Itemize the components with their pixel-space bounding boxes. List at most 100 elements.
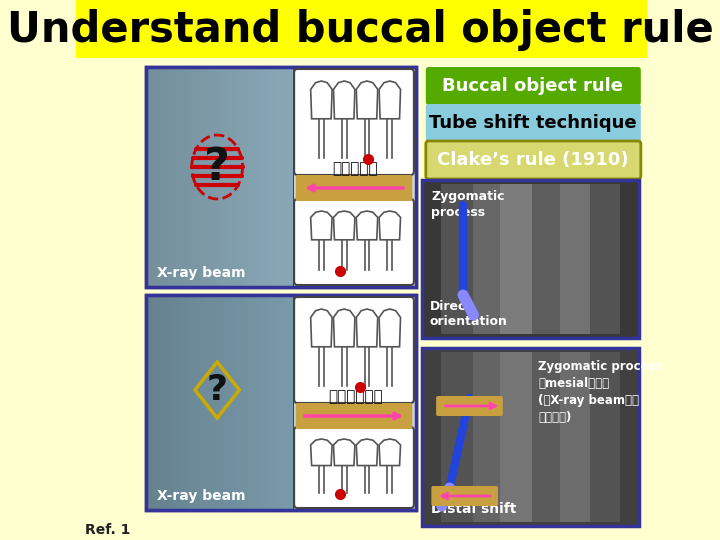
- Bar: [268, 295, 269, 510]
- Bar: [196, 67, 197, 287]
- Bar: [166, 295, 167, 510]
- Bar: [288, 295, 289, 510]
- Bar: [191, 67, 192, 287]
- Bar: [159, 67, 160, 287]
- Bar: [155, 67, 156, 287]
- Bar: [204, 67, 205, 287]
- FancyBboxPatch shape: [431, 486, 498, 506]
- Bar: [253, 67, 254, 287]
- Bar: [274, 67, 275, 287]
- Bar: [157, 67, 158, 287]
- Bar: [281, 295, 282, 510]
- Bar: [196, 295, 197, 510]
- Text: ?: ?: [204, 145, 230, 188]
- Bar: [281, 67, 282, 287]
- Text: Buccal object rule: Buccal object rule: [442, 77, 624, 95]
- Bar: [178, 67, 179, 287]
- Text: Tube shift technique: Tube shift technique: [429, 114, 636, 132]
- Bar: [246, 67, 247, 287]
- Bar: [242, 295, 243, 510]
- Bar: [239, 295, 240, 510]
- Bar: [230, 295, 231, 510]
- Bar: [150, 67, 151, 287]
- Bar: [219, 295, 220, 510]
- Bar: [228, 295, 229, 510]
- Bar: [289, 67, 290, 287]
- Bar: [262, 67, 264, 287]
- Bar: [275, 295, 276, 510]
- Text: X-ray beam: X-ray beam: [157, 489, 246, 503]
- Bar: [210, 67, 211, 287]
- Bar: [237, 295, 238, 510]
- Text: X-ray beam: X-ray beam: [157, 266, 246, 280]
- Bar: [172, 67, 173, 287]
- Bar: [500, 352, 532, 522]
- Bar: [178, 295, 179, 510]
- Bar: [286, 295, 287, 510]
- Bar: [422, 348, 639, 526]
- Bar: [190, 67, 191, 287]
- Bar: [247, 295, 248, 510]
- FancyBboxPatch shape: [296, 403, 413, 429]
- Text: 相反方向移動: 相反方向移動: [328, 389, 382, 404]
- Bar: [532, 184, 560, 334]
- Bar: [189, 67, 190, 287]
- Bar: [227, 67, 228, 287]
- Bar: [247, 67, 248, 287]
- Text: Direct
orientation: Direct orientation: [430, 300, 508, 328]
- Bar: [164, 67, 165, 287]
- Bar: [203, 295, 204, 510]
- Bar: [200, 67, 202, 287]
- Bar: [229, 67, 230, 287]
- Bar: [202, 295, 203, 510]
- FancyBboxPatch shape: [294, 427, 414, 508]
- Bar: [590, 352, 620, 522]
- Bar: [257, 67, 258, 287]
- Bar: [270, 67, 271, 287]
- Bar: [187, 295, 188, 510]
- Bar: [204, 295, 205, 510]
- Bar: [286, 67, 287, 287]
- Bar: [237, 67, 238, 287]
- Text: Clake’s rule (1910): Clake’s rule (1910): [437, 151, 629, 169]
- Bar: [256, 295, 257, 510]
- Bar: [153, 67, 155, 287]
- Bar: [251, 67, 252, 287]
- FancyBboxPatch shape: [294, 297, 414, 403]
- Bar: [212, 67, 213, 287]
- Bar: [289, 295, 290, 510]
- Bar: [216, 67, 217, 287]
- Bar: [245, 295, 246, 510]
- Bar: [441, 184, 472, 334]
- Bar: [194, 67, 195, 287]
- Bar: [292, 295, 294, 510]
- Bar: [267, 67, 268, 287]
- Bar: [266, 67, 267, 287]
- Bar: [282, 67, 283, 287]
- Bar: [197, 295, 198, 510]
- Bar: [290, 295, 291, 510]
- Bar: [285, 295, 286, 510]
- Bar: [218, 295, 219, 510]
- Bar: [208, 67, 210, 287]
- Bar: [238, 295, 239, 510]
- Bar: [472, 184, 500, 334]
- Bar: [273, 67, 274, 287]
- Bar: [168, 295, 169, 510]
- FancyBboxPatch shape: [296, 175, 413, 201]
- Bar: [165, 295, 166, 510]
- Bar: [215, 67, 216, 287]
- Bar: [181, 295, 182, 510]
- Bar: [222, 295, 223, 510]
- Bar: [184, 295, 186, 510]
- Bar: [183, 67, 184, 287]
- Bar: [161, 67, 163, 287]
- Bar: [532, 352, 560, 522]
- Bar: [163, 67, 164, 287]
- FancyBboxPatch shape: [436, 396, 503, 416]
- FancyBboxPatch shape: [294, 199, 414, 285]
- Bar: [236, 67, 237, 287]
- Bar: [291, 295, 292, 510]
- Bar: [231, 67, 233, 287]
- Bar: [273, 295, 274, 510]
